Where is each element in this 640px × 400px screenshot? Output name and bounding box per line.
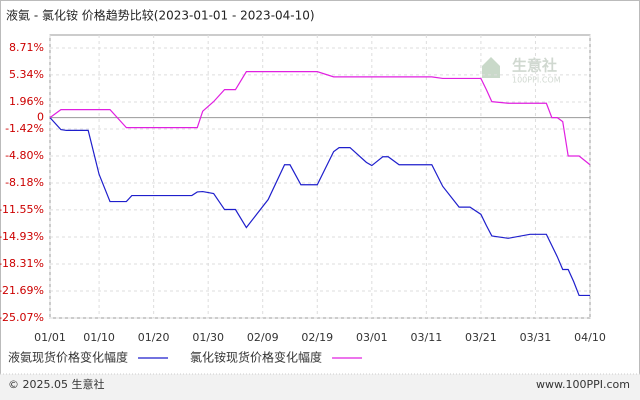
legend-label: 液氨现货价格变化幅度 [8, 350, 128, 365]
y-tick-label: 8.71% [9, 41, 44, 54]
footer-bar [0, 374, 640, 400]
y-tick-label: -8.18% [5, 176, 44, 189]
y-tick-label: -21.69% [0, 284, 44, 297]
y-tick-label: 1.96% [9, 95, 44, 108]
x-tick-label: 02/09 [247, 331, 279, 344]
footer-site: www.100PPI.com [536, 378, 630, 391]
x-tick-label: 03/01 [356, 331, 388, 344]
x-tick-label: 03/21 [465, 331, 497, 344]
y-tick-label: -1.42% [5, 122, 44, 135]
watermark-name: 生意社 [512, 57, 557, 75]
y-tick-label: -18.31% [0, 257, 44, 270]
x-tick-label: 01/10 [83, 331, 115, 344]
series-line [49, 117, 590, 297]
y-tick-label: -4.80% [5, 149, 44, 162]
x-tick-label: 01/20 [138, 331, 170, 344]
x-tick-label: 03/11 [411, 331, 443, 344]
y-tick-label: 0 [37, 111, 44, 124]
x-tick-label: 01/01 [34, 331, 66, 344]
x-tick-label: 03/31 [520, 331, 552, 344]
watermark: 生意社 100PPI.COM [482, 57, 561, 85]
y-tick-label: -11.55% [0, 203, 44, 216]
y-tick-label: 5.34% [9, 68, 44, 81]
series-line [49, 71, 591, 166]
legend-label: 氯化铵现货价格变化幅度 [190, 350, 322, 365]
footer-copyright: © 2025.05 生意社 [8, 377, 104, 391]
x-tick-label: 02/19 [301, 331, 333, 344]
y-tick-label: -25.07% [0, 311, 44, 324]
x-tick-label: 01/30 [192, 331, 224, 344]
watermark-logo [482, 57, 500, 78]
y-tick-label: -14.93% [0, 230, 44, 243]
chart-title: 液氨 - 氯化铵 价格趋势比较(2023-01-01 - 2023-04-10) [6, 8, 315, 23]
x-tick-label: 04/10 [574, 331, 606, 344]
watermark-site: 100PPI.COM [512, 76, 561, 85]
